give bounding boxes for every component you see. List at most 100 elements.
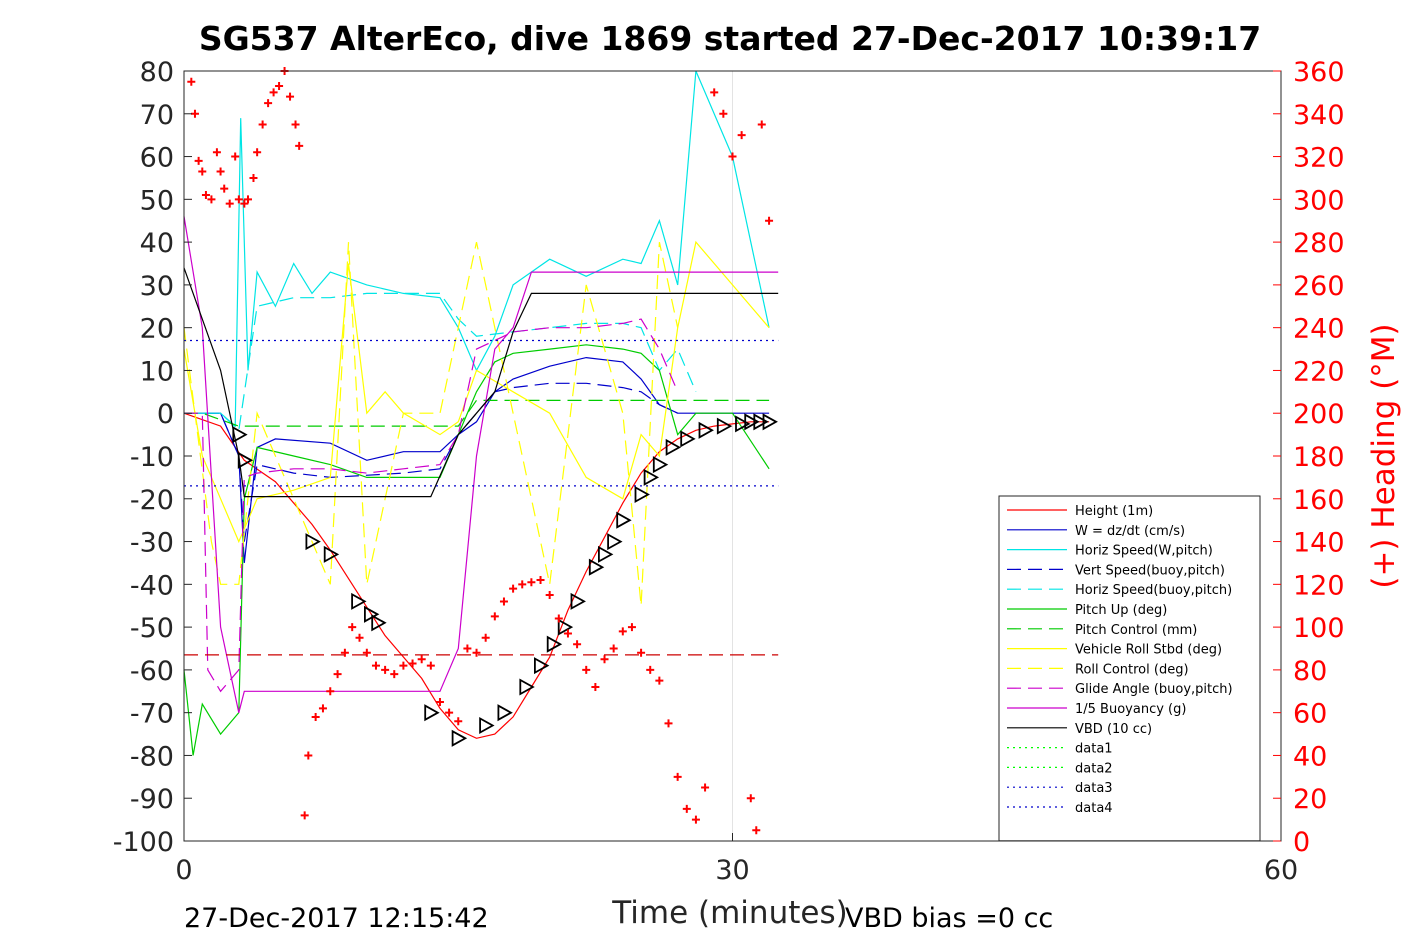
legend-label: Pitch Up (deg) [1075, 603, 1167, 618]
left-tick-label: 50 [140, 185, 174, 216]
series-layer [183, 70, 779, 756]
legend-label: 1/5 Buoyancy (g) [1075, 702, 1186, 717]
series-line-7 [183, 240, 770, 544]
heading-marker [627, 623, 636, 632]
left-tick-label: -10 [130, 442, 174, 473]
triangle-marker [744, 413, 760, 431]
triangle-marker [557, 618, 574, 636]
right-tick-label: 160 [1293, 485, 1345, 516]
heading-marker [691, 815, 700, 824]
x-tick-label: 0 [175, 855, 192, 886]
left-tick-label: 70 [140, 100, 174, 131]
heading-marker [340, 648, 349, 657]
triangle-marker [534, 657, 550, 675]
heading-marker [225, 199, 234, 208]
heading-marker [445, 708, 454, 717]
triangle-marker [652, 456, 669, 474]
heading-marker [527, 578, 536, 587]
heading-marker [454, 717, 463, 726]
legend-label: data4 [1075, 801, 1113, 816]
heading-marker [190, 109, 199, 118]
heading-marker [728, 152, 737, 161]
heading-marker [701, 783, 710, 792]
left-tick-label: -100 [113, 827, 174, 858]
legend-label: Vert Speed(buoy,pitch) [1075, 563, 1225, 578]
heading-marker [499, 597, 508, 606]
right-tick-label: 340 [1293, 100, 1345, 131]
heading-marker [746, 794, 755, 803]
heading-marker [417, 655, 426, 664]
series-line-10 [183, 216, 779, 713]
legend-box [998, 495, 1261, 842]
heading-marker [264, 99, 273, 108]
heading-marker [509, 584, 518, 593]
heading-marker [646, 665, 655, 674]
triangle-marker [519, 678, 535, 696]
heading-marker [600, 655, 609, 664]
heading-marker [198, 167, 207, 176]
triangle-marker [716, 417, 733, 435]
triangle-marker [735, 415, 751, 433]
heading-marker [719, 109, 728, 118]
triangle-marker [363, 605, 380, 623]
heading-marker [300, 811, 309, 820]
right-tick-label: 80 [1293, 656, 1327, 687]
right-tick-label: 240 [1293, 314, 1345, 345]
heading-marker [490, 612, 499, 621]
right-tick-label: 360 [1293, 57, 1345, 88]
footer-vbd-bias: VBD bias =0 cc [845, 903, 1053, 934]
marker-layer [187, 67, 778, 835]
series-line-9 [184, 318, 679, 693]
left-tick-label: -90 [130, 784, 174, 815]
legend-label: data1 [1075, 742, 1113, 757]
heading-marker [318, 704, 327, 713]
heading-marker [326, 687, 335, 696]
x-tick-label: 30 [715, 855, 749, 886]
heading-marker [371, 661, 380, 670]
series-line-8 [183, 241, 679, 606]
right-tick-label: 0 [1293, 827, 1310, 858]
legend-label: Horiz Speed(W,pitch) [1075, 544, 1213, 559]
left-tick-label: 10 [140, 356, 174, 387]
heading-marker [472, 648, 481, 657]
heading-marker [752, 826, 761, 835]
triangle-marker [680, 430, 696, 448]
heading-marker [673, 772, 682, 781]
left-tick-label: -40 [130, 570, 174, 601]
legend-label: Height (1m) [1075, 504, 1153, 519]
legend-label: Vehicle Roll Stbd (deg) [1075, 643, 1222, 658]
heading-marker [757, 120, 766, 129]
right-tick-label: 280 [1293, 228, 1345, 259]
triangle-marker [323, 545, 340, 563]
heading-marker [253, 148, 262, 157]
heading-marker [220, 184, 229, 193]
left-tick-label: -60 [130, 656, 174, 687]
legend-label: W = dz/dt (cm/s) [1075, 524, 1185, 539]
heading-marker [243, 195, 252, 204]
heading-marker [655, 676, 664, 685]
x-axis-label: Time (minutes) [611, 895, 847, 931]
legend-label: data3 [1075, 781, 1113, 796]
legend-label: data2 [1075, 761, 1113, 776]
heading-marker [201, 191, 210, 200]
heading-marker [481, 633, 490, 642]
heading-marker [212, 148, 221, 157]
triangle-marker [546, 635, 563, 653]
heading-marker [435, 697, 444, 706]
heading-marker [234, 195, 243, 204]
heading-marker [637, 648, 646, 657]
triangle-marker [598, 545, 614, 563]
heading-marker [463, 644, 472, 653]
triangle-marker [634, 485, 650, 504]
legend: Height (1m) W = dz/dt (cm/s) Horiz Speed(W… [998, 495, 1261, 842]
heading-marker [682, 804, 691, 813]
legend-label: VBD (10 cc) [1075, 722, 1152, 737]
heading-marker [582, 665, 591, 674]
heading-marker [207, 195, 216, 204]
triangle-marker [698, 421, 714, 439]
heading-marker [573, 640, 582, 649]
triangle-marker [570, 592, 586, 610]
triangle-marker [497, 704, 513, 722]
heading-marker [269, 88, 278, 97]
heading-marker [304, 751, 313, 760]
